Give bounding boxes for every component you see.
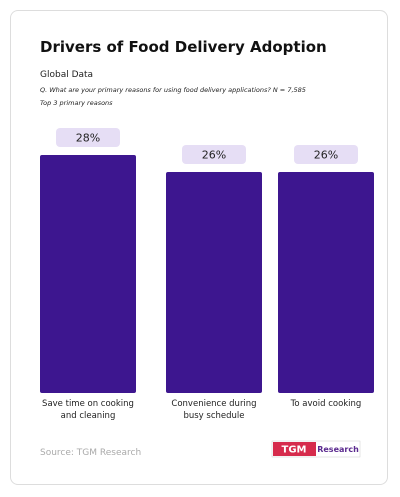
logo-text: Research [317, 445, 359, 454]
x-tick-label: Save time on cooking and cleaning [42, 399, 134, 421]
note: Top 3 primary reasons [40, 99, 113, 107]
value-label-pill [56, 128, 120, 147]
bar [278, 172, 374, 393]
question: Q. What are your primary reasons for usi… [40, 86, 306, 94]
source: Source: TGM Research [40, 448, 141, 458]
logo-mark: TGM [282, 445, 307, 456]
chart-title: Drivers of Food Delivery Adoption [40, 38, 327, 56]
x-tick-label: Convenience during busy schedule [171, 399, 257, 421]
card [10, 10, 388, 485]
x-tick-label: To avoid cooking [290, 399, 362, 409]
logo-mark-box [273, 442, 316, 456]
bar [166, 172, 262, 393]
value-label-pill [182, 145, 246, 164]
value-label: 26% [314, 149, 338, 162]
value-label: 26% [202, 149, 226, 162]
value-label-pill [294, 145, 358, 164]
subtitle: Global Data [40, 70, 93, 80]
value-label: 28% [76, 132, 100, 145]
bar [40, 155, 136, 393]
